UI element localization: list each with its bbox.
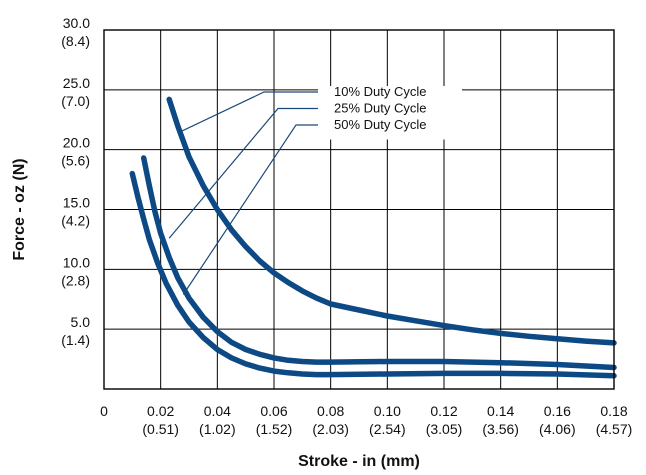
- y-axis-title: Force - oz (N): [11, 158, 28, 260]
- x-tick-sublabel: (2.54): [369, 421, 406, 437]
- series-line-1: [166, 96, 617, 346]
- legend-entry-1: 10% Duty Cycle: [334, 84, 426, 99]
- x-tick-label: 0.08: [317, 403, 344, 419]
- x-tick-label: 0.16: [544, 403, 571, 419]
- series-line-3: [129, 170, 617, 379]
- y-tick-sublabel: (2.8): [61, 272, 90, 288]
- legend-entry-2: 25% Duty Cycle: [334, 101, 426, 116]
- y-tick-label: 25.0: [63, 75, 90, 91]
- y-tick-label: 5.0: [71, 314, 91, 330]
- x-tick-label: 0.12: [430, 403, 457, 419]
- y-tick-sublabel: (4.2): [61, 213, 90, 229]
- legend-entry-3: 50% Duty Cycle: [334, 117, 426, 132]
- y-tick-sublabel: (1.4): [61, 332, 90, 348]
- x-tick-sublabel: (3.56): [482, 421, 519, 437]
- plot-frame: [103, 29, 615, 390]
- x-tick-label: 0.14: [487, 403, 514, 419]
- x-tick-label: 0.18: [600, 403, 627, 419]
- x-tick-sublabel: (2.03): [312, 421, 349, 437]
- legend-background: [318, 86, 462, 140]
- y-tick-label: 20.0: [63, 135, 90, 151]
- x-tick-label: 0: [100, 403, 108, 419]
- x-tick-sublabel: (1.52): [256, 421, 293, 437]
- x-tick-label: 0.04: [204, 403, 231, 419]
- x-tick-label: 0.10: [374, 403, 401, 419]
- series-lines: [129, 96, 617, 379]
- y-tick-label: 15.0: [63, 195, 90, 211]
- y-tick-label: 10.0: [63, 254, 90, 270]
- x-axis-title: Stroke - in (mm): [298, 453, 420, 470]
- y-tick-label: 30.0: [63, 15, 90, 31]
- x-tick-label: 0.02: [147, 403, 174, 419]
- legend-leader-lines: [168, 91, 330, 295]
- legend-leader-1: [180, 91, 330, 133]
- x-tick-labels: 0 0.02 (0.51) 0.04 (1.02) 0.06 (1.52) 0.08 (2.03…: [100, 403, 632, 437]
- x-tick-sublabel: (4.06): [539, 421, 576, 437]
- x-tick-sublabel: (4.57): [596, 421, 633, 437]
- y-tick-sublabel: (5.6): [61, 153, 90, 169]
- x-tick-sublabel: (0.51): [142, 421, 179, 437]
- x-tick-sublabel: (3.05): [426, 421, 463, 437]
- y-tick-sublabel: (8.4): [61, 33, 90, 49]
- x-tick-label: 0.06: [260, 403, 287, 419]
- legend-leader-2: [168, 107, 330, 239]
- y-tick-labels: 5.0 (1.4) 10.0 (2.8) 15.0 (4.2) 20.0 (5.6) 25.0 (…: [61, 15, 90, 348]
- series-line-2: [140, 155, 617, 371]
- x-tick-sublabel: (1.02): [199, 421, 236, 437]
- y-tick-sublabel: (7.0): [61, 93, 90, 109]
